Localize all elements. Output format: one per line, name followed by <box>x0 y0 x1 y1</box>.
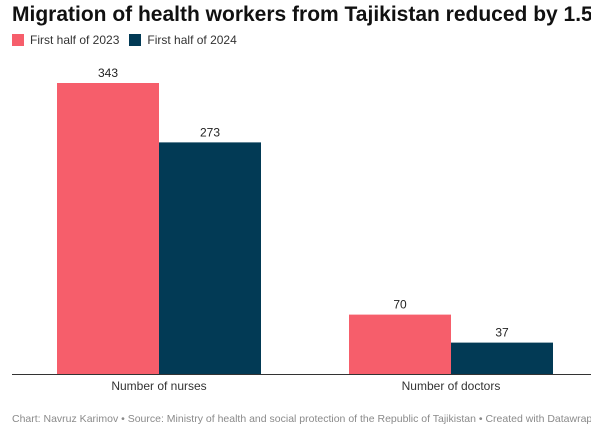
legend-item-2024: First half of 2024 <box>129 33 237 47</box>
chart-footer: Chart: Navruz Karimov • Source: Ministry… <box>12 413 591 425</box>
bar-nurses-2024 <box>159 142 261 374</box>
category-label: Number of nurses <box>111 379 206 393</box>
legend-swatch-2023 <box>12 34 24 46</box>
data-label: 273 <box>200 125 220 139</box>
category-label: Number of doctors <box>402 379 501 393</box>
bar-nurses-2023 <box>57 83 159 374</box>
legend-label-2024: First half of 2024 <box>147 33 237 47</box>
legend-swatch-2024 <box>129 34 142 46</box>
data-label: 70 <box>393 298 407 312</box>
bar-doctors-2024 <box>451 342 553 374</box>
chart-title: Migration of health workers from Tajikis… <box>12 3 591 26</box>
data-label: 37 <box>495 326 509 340</box>
data-label: 343 <box>98 66 118 80</box>
bar-doctors-2023 <box>349 314 451 374</box>
legend-label-2023: First half of 2023 <box>30 33 120 47</box>
legend: First half of 2023 First half of 2024 <box>12 33 247 47</box>
legend-item-2023: First half of 2023 <box>12 33 119 47</box>
